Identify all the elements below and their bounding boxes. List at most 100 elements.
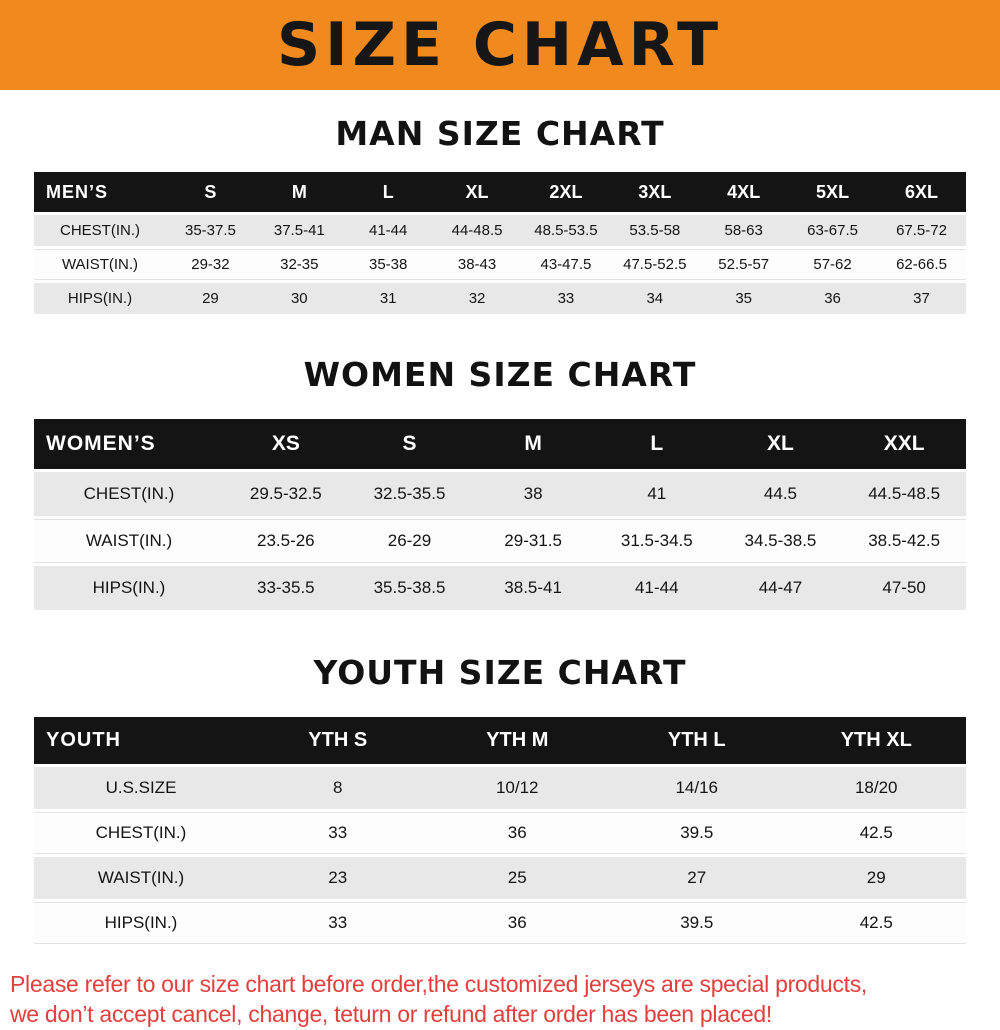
value-cell: 47-50 xyxy=(842,566,966,610)
value-cell: 8 xyxy=(248,767,428,809)
value-cell: 35.5-38.5 xyxy=(347,566,472,610)
value-cell: 33-35.5 xyxy=(224,566,348,610)
value-cell: 29 xyxy=(166,283,255,314)
value-cell: 57-62 xyxy=(788,249,877,280)
row-label: HIPS(IN.) xyxy=(34,566,224,610)
value-cell: 63-67.5 xyxy=(788,215,877,246)
value-cell: 29 xyxy=(786,857,966,899)
value-cell: 47.5-52.5 xyxy=(610,249,700,280)
table-group-label: WOMEN’S xyxy=(34,419,224,469)
value-cell: 35 xyxy=(699,283,789,314)
table-group-label: MEN’S xyxy=(34,172,166,212)
value-cell: 33 xyxy=(521,283,611,314)
value-cell: 32.5-35.5 xyxy=(347,472,472,516)
row-label: WAIST(IN.) xyxy=(34,519,224,563)
value-cell: 38.5-42.5 xyxy=(842,519,966,563)
table-row: U.S.SIZE 8 10/12 14/16 18/20 xyxy=(34,767,966,809)
value-cell: 37 xyxy=(877,283,966,314)
value-cell: 41-44 xyxy=(594,566,719,610)
value-cell: 32 xyxy=(432,283,522,314)
value-cell: 14/16 xyxy=(607,767,787,809)
footer-line-1: Please refer to our size chart before or… xyxy=(10,971,867,997)
value-cell: 44.5 xyxy=(718,472,843,516)
table-row: CHEST(IN.) 35-37.5 37.5-41 41-44 44-48.5 48.5… xyxy=(34,215,966,246)
table-group-label: YOUTH xyxy=(34,717,248,764)
youth-size-section: YOUTH SIZE CHART YOUTH YTH S YTH M YTH L YTH… xyxy=(0,653,1000,947)
footer-line-2: we don’t accept cancel, change, teturn o… xyxy=(10,1001,772,1028)
value-cell: 23.5-26 xyxy=(224,519,348,563)
column-header: XL xyxy=(432,172,522,212)
column-header: L xyxy=(594,419,719,469)
column-header: 5XL xyxy=(788,172,877,212)
value-cell: 30 xyxy=(254,283,344,314)
value-cell: 41 xyxy=(594,472,719,516)
value-cell: 35-38 xyxy=(343,249,433,280)
youth-size-table: YOUTH YTH S YTH M YTH L YTH XL U.S.SIZE 8 10/12… xyxy=(34,714,966,947)
column-header: L xyxy=(343,172,433,212)
value-cell: 23 xyxy=(248,857,428,899)
value-cell: 38.5-41 xyxy=(471,566,595,610)
row-label: U.S.SIZE xyxy=(34,767,248,809)
column-header: 6XL xyxy=(877,172,966,212)
size-chart-banner: SIZE CHART xyxy=(0,0,1000,90)
column-header: M xyxy=(254,172,344,212)
table-header-row: YOUTH YTH S YTH M YTH L YTH XL xyxy=(34,717,966,764)
table-header-row: WOMEN’S XS S M L XL XXL xyxy=(34,419,966,469)
table-row: WAIST(IN.) 29-32 32-35 35-38 38-43 43-47.5 47.… xyxy=(34,249,966,280)
value-cell: 39.5 xyxy=(607,812,787,854)
value-cell: 36 xyxy=(788,283,877,314)
row-label: HIPS(IN.) xyxy=(34,283,166,314)
value-cell: 58-63 xyxy=(699,215,789,246)
value-cell: 29-32 xyxy=(166,249,255,280)
column-header: XS xyxy=(224,419,348,469)
column-header: M xyxy=(471,419,595,469)
row-label: CHEST(IN.) xyxy=(34,812,248,854)
value-cell: 38 xyxy=(471,472,595,516)
man-size-heading: MAN SIZE CHART xyxy=(335,114,665,153)
value-cell: 25 xyxy=(427,857,607,899)
value-cell: 38-43 xyxy=(432,249,522,280)
value-cell: 44-47 xyxy=(718,566,843,610)
value-cell: 33 xyxy=(248,902,428,944)
column-header: YTH S xyxy=(248,717,428,764)
row-label: CHEST(IN.) xyxy=(34,472,224,516)
column-header: YTH XL xyxy=(786,717,966,764)
column-header: YTH M xyxy=(427,717,607,764)
value-cell: 44.5-48.5 xyxy=(842,472,966,516)
column-header: 4XL xyxy=(699,172,789,212)
value-cell: 29-31.5 xyxy=(471,519,595,563)
table-row: HIPS(IN.) 33 36 39.5 42.5 xyxy=(34,902,966,944)
value-cell: 27 xyxy=(607,857,787,899)
value-cell: 36 xyxy=(427,812,607,854)
table-row: HIPS(IN.) 29 30 31 32 33 34 35 36 37 xyxy=(34,283,966,314)
value-cell: 48.5-53.5 xyxy=(521,215,611,246)
value-cell: 44-48.5 xyxy=(432,215,522,246)
value-cell: 32-35 xyxy=(254,249,344,280)
value-cell: 36 xyxy=(427,902,607,944)
table-row: WAIST(IN.) 23 25 27 29 xyxy=(34,857,966,899)
row-label: WAIST(IN.) xyxy=(34,857,248,899)
column-header: S xyxy=(347,419,472,469)
table-row: CHEST(IN.) 33 36 39.5 42.5 xyxy=(34,812,966,854)
column-header: S xyxy=(166,172,255,212)
row-label: HIPS(IN.) xyxy=(34,902,248,944)
value-cell: 42.5 xyxy=(786,812,966,854)
youth-size-heading: YOUTH SIZE CHART xyxy=(313,653,687,692)
column-header: XL xyxy=(718,419,843,469)
value-cell: 37.5-41 xyxy=(254,215,344,246)
man-size-table: MEN’S S M L XL 2XL 3XL 4XL 5XL 6XL CHEST(IN.) 35-37… xyxy=(34,169,966,317)
column-header: YTH L xyxy=(607,717,787,764)
value-cell: 62-66.5 xyxy=(877,249,966,280)
value-cell: 52.5-57 xyxy=(699,249,789,280)
value-cell: 35-37.5 xyxy=(166,215,255,246)
women-size-table: WOMEN’S XS S M L XL XXL CHEST(IN.) 29.5-32.5 32.5… xyxy=(34,416,966,613)
value-cell: 67.5-72 xyxy=(877,215,966,246)
value-cell: 43-47.5 xyxy=(521,249,611,280)
value-cell: 18/20 xyxy=(786,767,966,809)
row-label: CHEST(IN.) xyxy=(34,215,166,246)
column-header: XXL xyxy=(842,419,966,469)
value-cell: 34 xyxy=(610,283,700,314)
value-cell: 33 xyxy=(248,812,428,854)
footer-note: Please refer to our size chart before or… xyxy=(10,969,1000,1030)
value-cell: 34.5-38.5 xyxy=(718,519,843,563)
